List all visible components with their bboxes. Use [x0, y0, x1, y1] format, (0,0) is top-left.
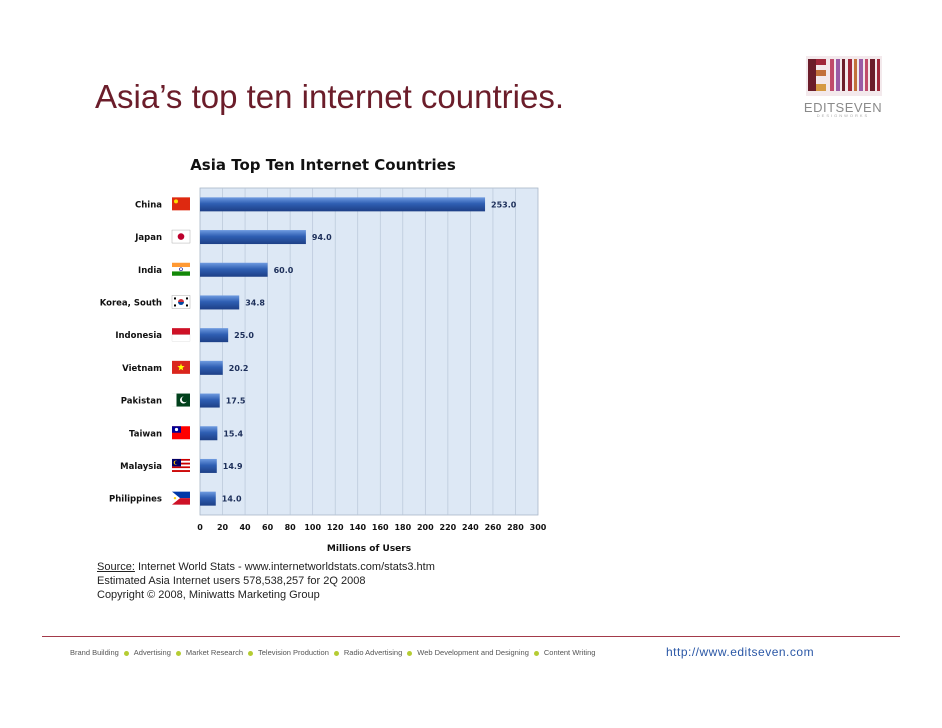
bullet-dot — [533, 650, 539, 656]
x-tick-label: 180 — [394, 523, 411, 532]
bar — [200, 262, 268, 277]
x-tick-label: 220 — [440, 523, 457, 532]
taiwan-flag-icon — [172, 426, 190, 440]
bars: 253.0 94.0 60.0 34.8 25.0 20.2 17.5 15.4 14.9 14.… — [200, 197, 517, 506]
source-text: Internet World Stats - www.internetworld… — [134, 561, 435, 573]
japan-flag-icon — [171, 229, 191, 244]
x-tick-label: 120 — [327, 523, 344, 532]
x-tick-label: 60 — [262, 523, 274, 532]
footer-service-item: Television Production — [258, 648, 329, 657]
x-axis-label: Millions of Users — [327, 544, 411, 554]
footer-services: Brand Building Advertising Market Research… — [70, 648, 595, 657]
x-tick-label: 100 — [304, 523, 321, 532]
data-label: 60.0 — [274, 266, 294, 275]
data-label: 15.4 — [223, 429, 243, 438]
x-tick-label: 160 — [372, 523, 389, 532]
category-label: Korea, South — [100, 298, 162, 308]
bar — [200, 426, 218, 441]
category-label: China — [135, 200, 162, 210]
footer-service-item: Web Development and Designing — [417, 648, 529, 657]
x-tick-label: 40 — [239, 523, 251, 532]
slide-title: Asia’s top ten internet countries. — [95, 78, 564, 115]
editseven-logo — [806, 56, 882, 96]
footer-service-item: Radio Advertising — [343, 648, 403, 657]
x-tick-label: 280 — [507, 523, 524, 532]
bar — [200, 360, 223, 375]
footer-url-link[interactable]: http://www.editseven.com — [666, 645, 815, 659]
copyright-line: Copyright © 2008, Miniwatts Marketing Gr… — [97, 589, 320, 601]
bar — [200, 230, 306, 245]
footer-divider — [42, 636, 900, 637]
data-label: 14.9 — [223, 462, 243, 471]
x-tick-label: 240 — [462, 523, 479, 532]
bullet-dot — [175, 650, 181, 656]
bullet-dot — [123, 650, 129, 656]
data-label: 14.0 — [222, 495, 242, 504]
data-label: 25.0 — [234, 331, 254, 340]
data-label: 34.8 — [245, 298, 265, 307]
source-line: Source: Internet World Stats - www.inter… — [97, 560, 435, 574]
data-label: 17.5 — [226, 397, 246, 406]
bullet-dot — [333, 650, 339, 656]
x-tick-label: 20 — [217, 523, 229, 532]
bullet-dot — [248, 650, 254, 656]
x-tick-label: 140 — [349, 523, 366, 532]
x-tick-label: 0 — [197, 523, 203, 532]
bar — [200, 295, 240, 310]
x-tick-labels: 0 20 40 60 80 100 120 140 160 180 200 220 240 260 280 3… — [197, 523, 547, 532]
logo-name: EDITSEVEN — [803, 100, 883, 115]
flags — [171, 197, 191, 505]
malaysia-flag-icon — [172, 458, 190, 472]
estimate-line: Estimated Asia Internet users 578,538,25… — [97, 575, 366, 587]
category-label: Malaysia — [120, 462, 162, 472]
bar — [200, 458, 217, 473]
indonesia-flag-icon — [171, 328, 191, 342]
pakistan-flag-icon — [172, 393, 190, 407]
footer-service-item: Market Research — [185, 648, 244, 657]
data-label: 253.0 — [491, 200, 517, 209]
south-korea-flag-icon — [171, 295, 191, 309]
china-flag-icon — [172, 197, 190, 211]
chart-title: Asia Top Ten Internet Countries — [190, 156, 456, 174]
x-tick-label: 260 — [485, 523, 502, 532]
source-label: Source: — [97, 561, 135, 573]
bar — [200, 197, 486, 212]
category-label: Philippines — [109, 495, 162, 505]
footer-service-item: Advertising — [133, 648, 171, 657]
category-label: Taiwan — [129, 429, 162, 439]
footer-service-item: Content Writing — [543, 648, 596, 657]
category-label: Indonesia — [115, 331, 162, 341]
x-tick-label: 80 — [285, 523, 297, 532]
source-notes: Source: Internet World Stats - www.inter… — [97, 560, 435, 602]
logo-tagline: DESIGNWORKS — [816, 113, 870, 118]
footer-service-item: Brand Building — [70, 648, 119, 657]
data-label: 94.0 — [312, 233, 332, 242]
bullet-dot — [407, 650, 413, 656]
gridlines — [222, 188, 516, 515]
bar — [200, 491, 216, 506]
bar-chart: Asia Top Ten Internet Countries 253.0 94.… — [100, 156, 547, 554]
philippines-flag-icon — [172, 491, 190, 505]
india-flag-icon — [172, 262, 190, 276]
x-tick-label: 300 — [530, 523, 547, 532]
category-labels: China Japan India Korea, South Indonesia Viet… — [100, 200, 163, 504]
category-label: India — [138, 266, 162, 276]
bar — [200, 393, 220, 408]
category-label: Pakistan — [121, 397, 162, 407]
category-label: Vietnam — [122, 364, 162, 374]
vietnam-flag-icon — [172, 360, 190, 374]
bar — [200, 328, 229, 343]
x-tick-label: 200 — [417, 523, 434, 532]
data-label: 20.2 — [229, 364, 249, 373]
category-label: Japan — [134, 233, 162, 243]
